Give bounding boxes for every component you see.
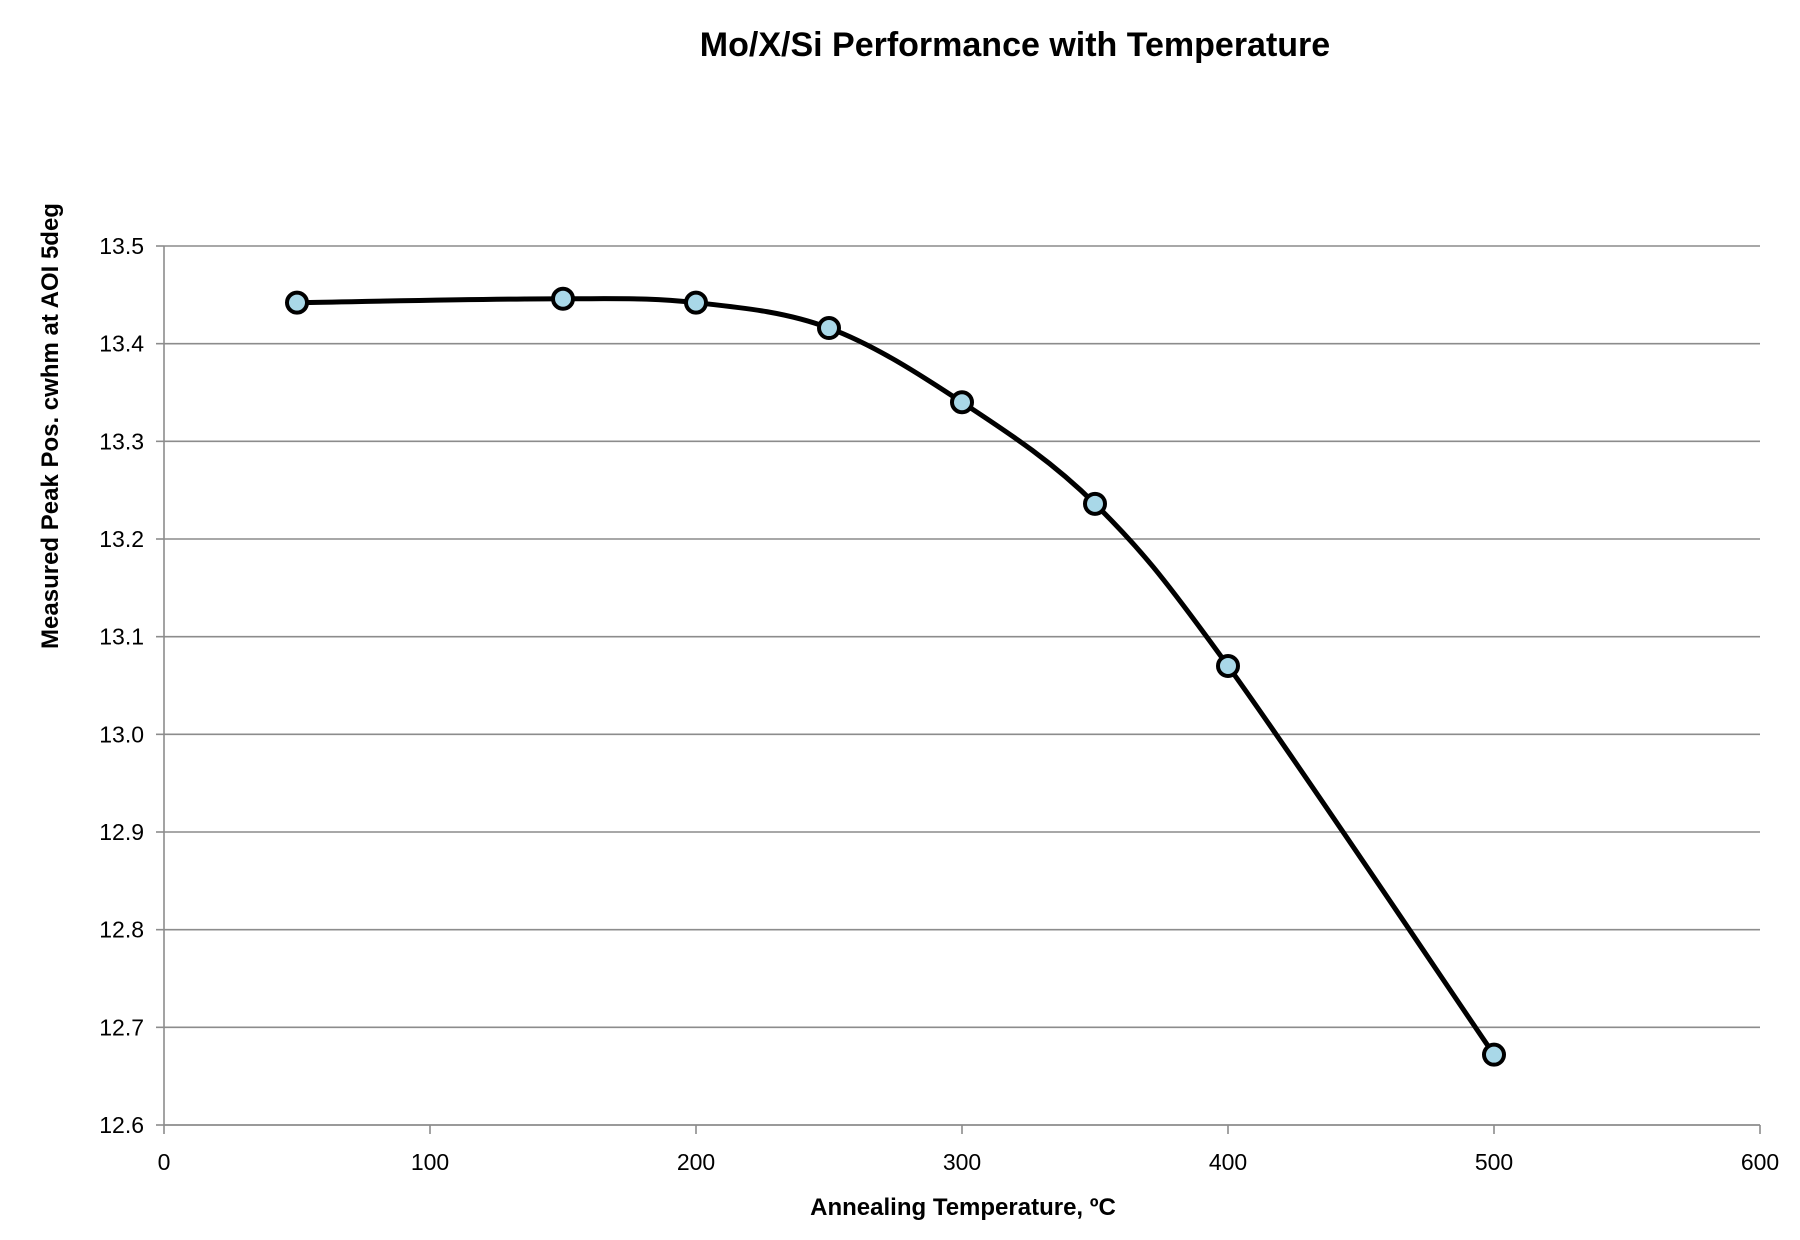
data-point — [950, 390, 974, 415]
y-axis-ticks: 12.6 12.7 12.8 12.9 13.0 13.1 13.2 13.3 13.4 13.5 — [99, 233, 164, 1138]
y-tick-label: 13.5 — [99, 233, 144, 259]
y-tick-label: 13.4 — [99, 331, 144, 357]
x-tick-label: 200 — [677, 1149, 715, 1175]
y-tick-label: 13.3 — [99, 428, 144, 454]
x-tick-label: 600 — [1741, 1149, 1779, 1175]
data-point — [1083, 491, 1107, 516]
y-tick-label: 13.2 — [99, 526, 144, 552]
x-axis-ticks: 0 100 200 300 400 500 600 — [158, 1125, 1779, 1175]
data-point — [684, 290, 708, 315]
chart-title: Mo/X/Si Performance with Temperature — [700, 26, 1330, 64]
y-tick-label: 12.7 — [99, 1014, 144, 1040]
data-point — [1216, 653, 1240, 678]
x-tick-label: 300 — [943, 1149, 981, 1175]
y-tick-label: 13.1 — [99, 624, 144, 650]
y-axis-title: Measured Peak Pos. cwhm at AOI 5deg — [37, 203, 64, 649]
x-axis-title: Annealing Temperature, ºC — [810, 1194, 1116, 1221]
data-point — [285, 290, 309, 315]
y-tick-label: 12.9 — [99, 819, 144, 845]
data-markers — [285, 286, 1506, 1067]
data-point — [1482, 1042, 1506, 1067]
x-tick-label: 0 — [158, 1149, 171, 1175]
series — [294, 296, 1497, 1058]
axes — [163, 246, 1760, 1126]
x-tick-label: 500 — [1475, 1149, 1513, 1175]
data-point — [817, 316, 841, 341]
x-tick-label: 100 — [411, 1149, 449, 1175]
y-tick-label: 12.8 — [99, 917, 144, 943]
gridlines — [164, 245, 1760, 1126]
data-point — [551, 286, 575, 311]
y-tick-label: 13.0 — [99, 721, 144, 747]
x-tick-label: 400 — [1209, 1149, 1247, 1175]
series-line — [294, 296, 1497, 1058]
y-tick-label: 12.6 — [99, 1112, 144, 1138]
